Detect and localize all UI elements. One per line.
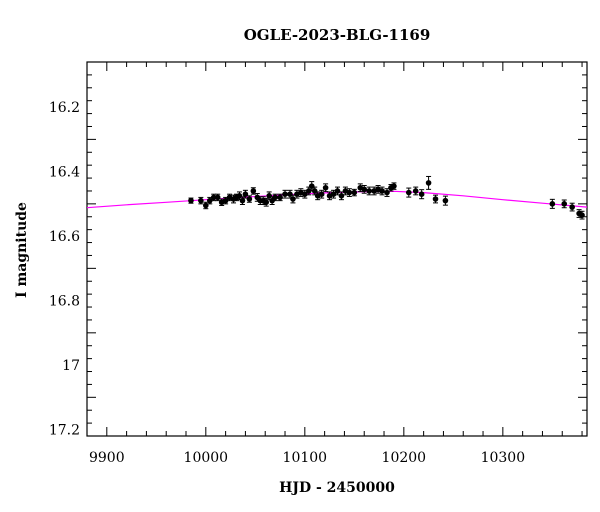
data-point bbox=[282, 191, 288, 197]
y-axis-label: I magnitude bbox=[14, 202, 30, 298]
data-point bbox=[561, 201, 568, 207]
x-tick-label: 10000 bbox=[184, 450, 229, 466]
data-point bbox=[334, 188, 341, 194]
y-tick-label: 16.4 bbox=[49, 165, 80, 181]
data-point bbox=[379, 188, 385, 194]
y-tick-label: 17 bbox=[62, 358, 80, 374]
data-point bbox=[361, 186, 368, 193]
data-point bbox=[287, 191, 293, 197]
y-tick-label: 17.2 bbox=[49, 423, 80, 439]
data-point bbox=[330, 191, 337, 197]
data-point bbox=[266, 193, 272, 199]
data-point bbox=[242, 191, 249, 197]
data-point bbox=[222, 197, 229, 204]
data-point bbox=[246, 196, 253, 202]
data-point bbox=[239, 197, 246, 204]
data-point bbox=[206, 197, 213, 204]
data-point bbox=[188, 197, 194, 204]
y-tick-label: 16.8 bbox=[49, 294, 80, 310]
x-tick-label: 10300 bbox=[481, 450, 526, 466]
data-point bbox=[351, 189, 358, 196]
data-point bbox=[569, 204, 575, 210]
data-point bbox=[203, 202, 209, 209]
x-tick-label: 10200 bbox=[382, 450, 427, 466]
x-tick-label: 10100 bbox=[283, 450, 328, 466]
data-point bbox=[318, 191, 325, 197]
tick-labels: 9900 10000 10100 10200 10300 16.2 16.4 16.6 16.8… bbox=[49, 100, 525, 466]
data-point bbox=[549, 201, 556, 207]
data-point bbox=[302, 191, 308, 197]
data-point bbox=[405, 189, 412, 196]
data-point bbox=[263, 199, 270, 206]
y-tick-label: 16.2 bbox=[49, 100, 80, 116]
data-point bbox=[391, 183, 397, 189]
data-point bbox=[322, 184, 329, 191]
data-point bbox=[236, 193, 243, 199]
data-point bbox=[272, 194, 278, 201]
data-point bbox=[346, 189, 353, 196]
data-point bbox=[366, 188, 372, 194]
data-point bbox=[277, 194, 283, 201]
data-points bbox=[188, 175, 585, 220]
axis-ticks bbox=[87, 62, 587, 436]
data-point bbox=[418, 191, 425, 197]
data-point bbox=[214, 194, 221, 201]
data-point bbox=[442, 197, 449, 204]
chart-title: OGLE-2023-BLG-1169 bbox=[244, 26, 431, 44]
data-point bbox=[305, 188, 312, 194]
data-point bbox=[412, 188, 419, 194]
plot-frame bbox=[86, 61, 588, 437]
data-point bbox=[579, 212, 585, 218]
data-point bbox=[311, 188, 318, 194]
data-point bbox=[308, 183, 315, 189]
data-point bbox=[198, 197, 204, 204]
data-point bbox=[250, 188, 257, 194]
x-tick-label: 9900 bbox=[89, 450, 125, 466]
data-point bbox=[338, 193, 345, 199]
data-point bbox=[425, 180, 432, 186]
y-tick-label: 16.6 bbox=[49, 229, 80, 245]
x-axis-label: HJD - 2450000 bbox=[279, 480, 395, 496]
data-point bbox=[210, 194, 217, 201]
data-point bbox=[432, 196, 439, 202]
data-point bbox=[290, 196, 296, 202]
data-point bbox=[384, 189, 390, 196]
